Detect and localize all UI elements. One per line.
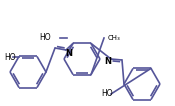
Text: HO: HO: [4, 52, 16, 61]
Text: N: N: [65, 49, 72, 57]
Text: CH₃: CH₃: [108, 35, 121, 41]
Text: HO: HO: [39, 33, 51, 43]
Text: HO: HO: [101, 89, 113, 98]
Text: N: N: [104, 57, 111, 66]
